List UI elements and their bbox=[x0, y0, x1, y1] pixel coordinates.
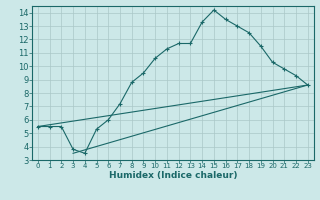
X-axis label: Humidex (Indice chaleur): Humidex (Indice chaleur) bbox=[108, 171, 237, 180]
